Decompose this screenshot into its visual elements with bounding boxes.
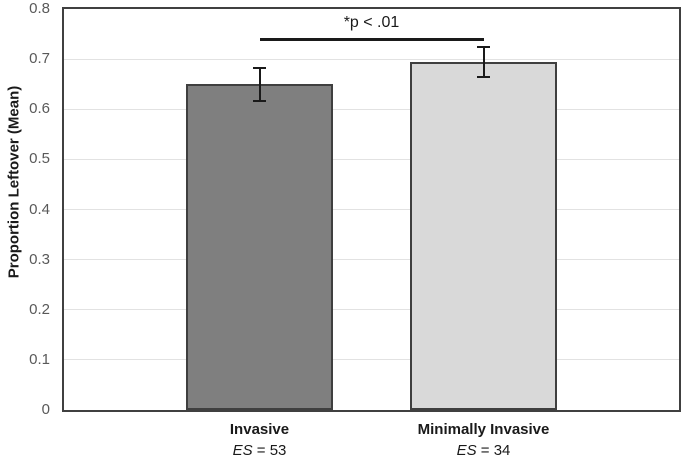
error-bar-cap <box>253 99 266 102</box>
y-tick-label: 0.1 <box>29 350 50 368</box>
error-bar <box>258 67 261 101</box>
gridline <box>64 259 679 261</box>
category-effect-size: ES = 34 <box>364 440 604 461</box>
y-tick-label: 0 <box>41 401 50 418</box>
bar-minimally-invasive <box>410 61 557 410</box>
category-name: Invasive <box>229 421 290 438</box>
significance-line <box>259 37 484 41</box>
y-tick-label: 0.6 <box>29 100 50 118</box>
y-tick-label: 0.2 <box>29 300 50 318</box>
error-bar <box>482 46 485 77</box>
significance-label: *p < .01 <box>343 14 400 32</box>
category-label-invasive: Invasive ES = 53 <box>140 419 380 461</box>
category-effect-size: ES = 53 <box>140 440 380 461</box>
gridline <box>64 108 679 110</box>
gridline <box>64 309 679 311</box>
es-italic: ES <box>456 442 477 459</box>
gridline <box>64 158 679 160</box>
es-value: = 53 <box>252 442 287 459</box>
y-tick-label: 0.7 <box>29 50 50 68</box>
gridline <box>64 58 679 60</box>
category-name: Minimally Invasive <box>417 421 550 438</box>
y-tick-label: 0.8 <box>29 0 50 17</box>
gridline <box>64 209 679 210</box>
error-bar-cap <box>477 45 490 48</box>
y-tick-label: 0.5 <box>29 150 50 168</box>
category-label-minimally-invasive: Minimally Invasive ES = 34 <box>364 419 604 461</box>
gridline <box>64 359 679 361</box>
y-tick-label: 0.4 <box>29 200 50 218</box>
y-tick-label: 0.3 <box>29 250 50 268</box>
es-italic: ES <box>232 442 253 459</box>
es-value: = 34 <box>476 442 511 459</box>
error-bar-cap <box>477 75 490 78</box>
plot-area: *p < .01 <box>62 7 681 412</box>
error-bar-cap <box>253 66 266 69</box>
bar-invasive <box>186 84 333 410</box>
